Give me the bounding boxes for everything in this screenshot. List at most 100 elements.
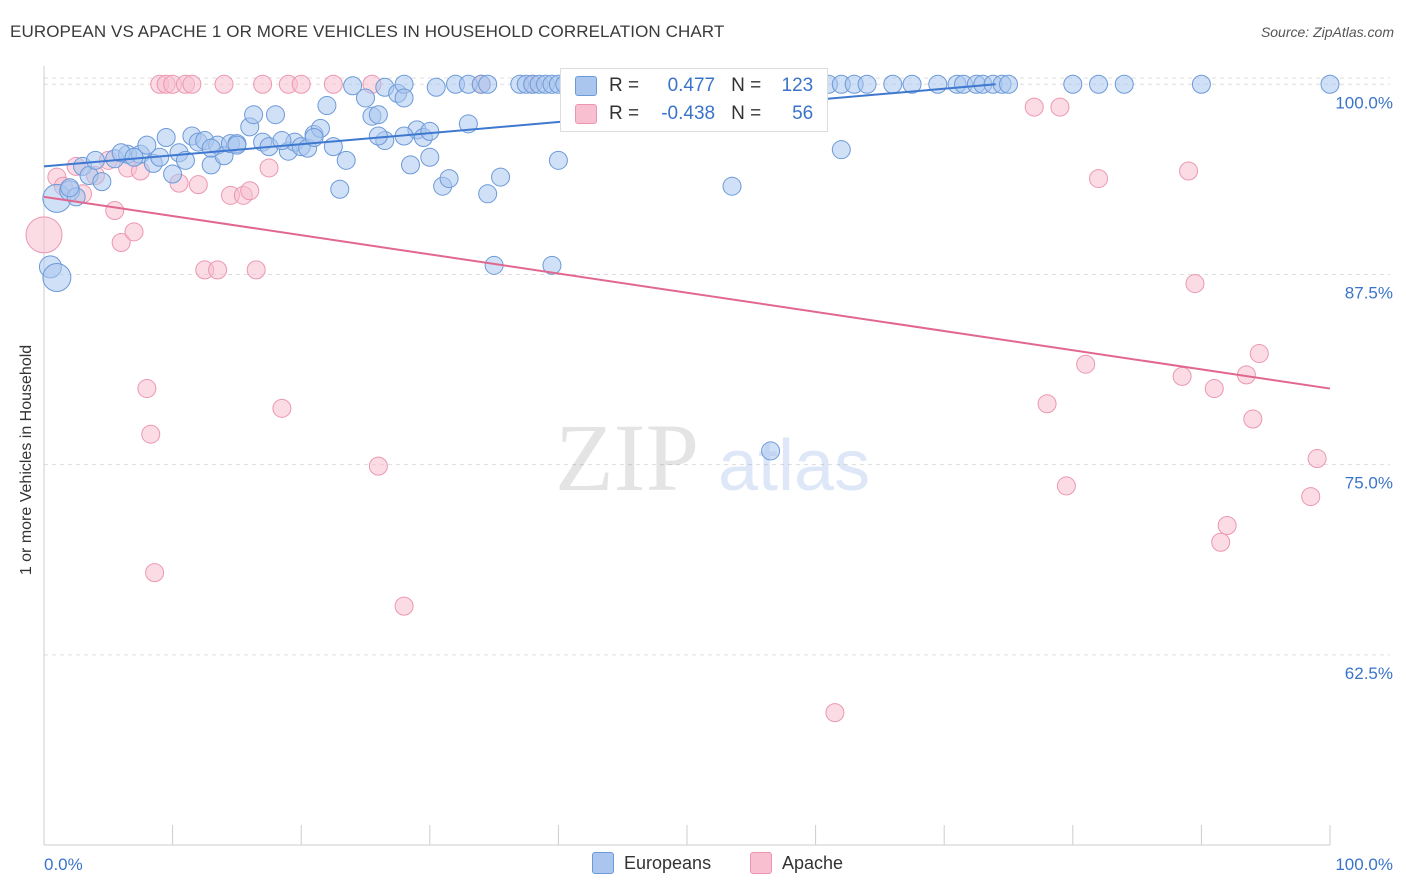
apache-point-34 xyxy=(323,74,343,94)
apache-point-52 xyxy=(1217,515,1237,535)
europeans-point-122 xyxy=(156,128,176,148)
apache-point-51 xyxy=(1211,532,1231,552)
apache-point-12 xyxy=(137,379,157,399)
apache-point-14 xyxy=(145,563,165,583)
stats-legend: R = 0.477 N = 123 R = -0.438 N = 56 xyxy=(560,68,828,132)
apache-swatch xyxy=(575,104,597,124)
apache-point-46 xyxy=(1089,169,1109,189)
europeans-point-14 xyxy=(175,150,195,170)
watermark-zip: ZIP xyxy=(555,404,699,511)
tick-labels: 62.5% 75.0% 87.5% 100.0% 0.0% 100.0% xyxy=(44,93,1393,874)
europeans-point-38 xyxy=(343,76,363,96)
europeans-point-113 xyxy=(831,140,851,160)
europeans-point-118 xyxy=(60,178,80,198)
apache-point-41 xyxy=(1024,97,1044,117)
apache-point-45 xyxy=(1076,354,1096,374)
europeans-trend-line xyxy=(43,83,996,168)
apache-point-27 xyxy=(240,181,260,201)
europeans-point-104 xyxy=(999,74,1018,94)
europeans-point-95 xyxy=(883,74,903,94)
chart-source: Source: ZipAtlas.com xyxy=(1260,24,1394,40)
europeans-point-36 xyxy=(330,179,350,199)
europeans-series xyxy=(38,74,1340,461)
europeans-point-56 xyxy=(458,114,478,134)
apache-point-49 xyxy=(1185,274,1205,294)
europeans-point-108 xyxy=(1191,74,1211,94)
europeans-point-58 xyxy=(478,74,498,94)
europeans-point-94 xyxy=(857,74,877,94)
apache-point-50 xyxy=(1204,379,1224,399)
apache-point-56 xyxy=(1301,487,1321,507)
europeans-point-117 xyxy=(42,262,72,292)
apache-series xyxy=(25,74,1327,723)
chart-title: EUROPEAN VS APACHE 1 OR MORE VEHICLES IN… xyxy=(10,22,725,41)
europeans-point-106 xyxy=(1089,74,1109,94)
apache-n-value: 56 xyxy=(792,103,814,124)
apache-point-40 xyxy=(825,703,845,723)
trend-lines xyxy=(43,83,1331,390)
apache-point-57 xyxy=(1307,449,1327,469)
europeans-point-53 xyxy=(439,169,459,189)
europeans-point-41 xyxy=(368,105,388,125)
europeans-point-111 xyxy=(761,441,781,461)
y-tick-label-2: 87.5% xyxy=(1345,283,1393,302)
europeans-point-115 xyxy=(542,255,562,275)
legend-item-apache[interactable]: Apache xyxy=(750,852,843,874)
y-tick-label-1: 75.0% xyxy=(1345,474,1393,493)
europeans-n-label: N = xyxy=(731,75,762,96)
europeans-point-51 xyxy=(426,77,446,97)
europeans-point-12 xyxy=(163,164,183,184)
apache-point-29 xyxy=(253,74,273,94)
europeans-point-46 xyxy=(394,88,414,108)
watermark-atlas: atlas xyxy=(718,426,870,506)
europeans-point-96 xyxy=(902,74,922,94)
apache-point-37 xyxy=(394,596,414,616)
apache-point-20 xyxy=(182,74,202,94)
europeans-point-110 xyxy=(722,176,742,196)
y-tick-label-3: 100.0% xyxy=(1335,93,1393,112)
europeans-point-105 xyxy=(1063,74,1083,94)
apache-point-48 xyxy=(1179,161,1199,181)
apache-point-7 xyxy=(105,201,125,221)
europeans-point-9 xyxy=(137,135,157,155)
apache-point-24 xyxy=(214,74,234,94)
apache-n-label: N = xyxy=(731,103,762,124)
europeans-point-27 xyxy=(265,105,285,125)
apache-point-21 xyxy=(188,175,208,195)
apache-point-55 xyxy=(1249,344,1269,364)
europeans-point-119 xyxy=(85,150,105,170)
europeans-point-24 xyxy=(244,105,264,125)
apache-point-28 xyxy=(246,260,266,280)
apache-point-47 xyxy=(1172,366,1192,386)
europeans-point-129 xyxy=(420,121,440,141)
x-tick-label-0: 0.0% xyxy=(44,855,83,874)
europeans-swatch xyxy=(575,76,597,96)
europeans-r-value: 0.477 xyxy=(667,75,716,96)
watermark: ZIP atlas xyxy=(555,404,870,511)
europeans-point-50 xyxy=(420,147,440,167)
legend-item-europeans[interactable]: Europeans xyxy=(592,852,711,874)
legend-label-apache: Apache xyxy=(782,852,844,873)
europeans-point-5 xyxy=(92,172,112,192)
europeans-point-124 xyxy=(227,135,247,155)
europeans-point-127 xyxy=(368,126,388,146)
apache-r-value: -0.438 xyxy=(661,103,716,124)
europeans-point-47 xyxy=(401,155,421,175)
stats-row-apache: R = -0.438 N = 56 xyxy=(575,101,813,127)
apache-point-44 xyxy=(1056,476,1076,496)
apache-point-13 xyxy=(141,424,161,444)
apache-point-8 xyxy=(111,232,131,252)
europeans-r-label: R = xyxy=(609,75,640,96)
europeans-point-39 xyxy=(356,88,375,108)
europeans-point-71 xyxy=(548,150,568,170)
apache-point-43 xyxy=(1050,97,1070,117)
apache-point-30 xyxy=(259,158,279,178)
stats-row-europeans: R = 0.477 N = 123 xyxy=(575,73,813,99)
apache-trend-line xyxy=(43,195,1331,390)
europeans-point-37 xyxy=(336,150,356,170)
europeans-point-34 xyxy=(317,96,337,116)
apache-point-54 xyxy=(1243,409,1263,429)
apache-r-label: R = xyxy=(609,103,640,124)
legend-swatch-apache xyxy=(750,852,772,874)
